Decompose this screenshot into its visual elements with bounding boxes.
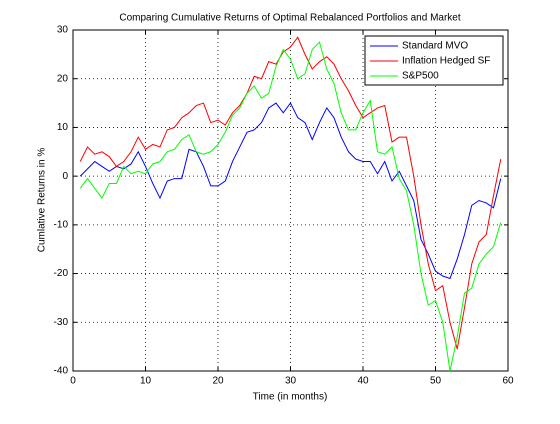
x-tick-label: 10 [140,376,152,387]
data-line [79,41,502,372]
x-tick-label: 20 [212,376,224,387]
y-tick-label: 10 [57,122,69,133]
x-tick-label: 0 [70,376,76,387]
data-line [79,36,502,350]
x-axis-label: Time (in months) [253,392,328,403]
y-tick-label: -10 [54,219,69,230]
y-tick-label: 30 [57,25,69,36]
data-line [79,102,502,280]
x-tick-label: 50 [430,376,442,387]
y-tick-label: -20 [54,268,69,279]
legend-label: Inflation Hedged SF [402,56,490,67]
y-tick-label: 20 [57,73,69,84]
x-tick-label: 40 [357,376,369,387]
x-tick-label: 60 [502,376,514,387]
x-tick-label: 30 [285,376,297,387]
y-tick-label: 0 [62,171,68,182]
legend-label: Standard MVO [402,41,468,52]
y-axis-label: Cumlative Returns in % [37,148,48,253]
y-tick-label: -40 [54,366,69,377]
plot-frame [72,29,509,372]
y-tick-label: -30 [54,317,69,328]
legend-label: S&P500 [402,71,439,82]
chart-title: Comparing Cumulative Returns of Optimal … [119,13,460,24]
